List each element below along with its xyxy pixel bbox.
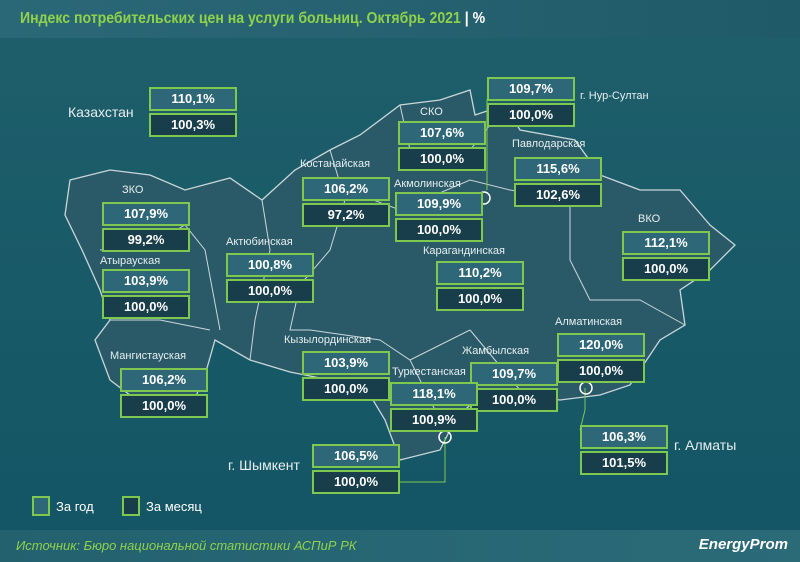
month-value-box: 101,5% <box>580 451 668 475</box>
header: Индекс потребительских цен на услуги бол… <box>0 0 800 38</box>
legend-month: За месяц <box>122 496 202 516</box>
year-value-box: 120,0% <box>557 333 645 357</box>
logo: EnergyProm <box>698 536 788 553</box>
region-label: Туркестанская <box>392 366 466 378</box>
region-label: СКО <box>420 106 443 118</box>
month-value-box: 100,9% <box>390 408 478 432</box>
region-label: Мангистауская <box>110 350 187 362</box>
source-text: Источник: Бюро национальной статистики А… <box>16 538 357 553</box>
legend-year-label: За год <box>56 498 94 514</box>
month-value-box: 100,0% <box>470 388 558 412</box>
month-value-box: 100,0% <box>622 257 710 281</box>
footer: Источник: Бюро национальной статистики А… <box>0 530 800 562</box>
year-value-box: 109,7% <box>470 362 558 386</box>
month-value-box: 100,0% <box>312 470 400 494</box>
region-label: г. Нур-Султан <box>580 90 649 102</box>
legend-year: За год <box>32 496 94 516</box>
year-value-box: 106,2% <box>302 177 390 201</box>
month-value-box: 100,0% <box>395 218 483 242</box>
month-value-box: 100,0% <box>487 103 575 127</box>
month-value-box: 100,3% <box>149 113 237 137</box>
region-label: Павлодарская <box>512 138 586 150</box>
region-label: ВКО <box>638 213 661 225</box>
month-value-box: 97,2% <box>302 203 390 227</box>
month-value-box: 100,0% <box>226 279 314 303</box>
region-label: Акмолинская <box>394 178 461 190</box>
region-label: ЗКО <box>122 184 144 196</box>
year-value-box: 118,1% <box>390 382 478 406</box>
region-label: Атырауская <box>100 255 161 267</box>
month-value-box: 102,6% <box>514 183 602 207</box>
year-value-box: 107,6% <box>398 121 486 145</box>
month-value-box: 100,0% <box>436 287 524 311</box>
region-label: Актюбинская <box>226 236 293 248</box>
title-text: Индекс потребительских цен на услуги бол… <box>20 10 461 27</box>
year-value-box: 103,9% <box>302 351 390 375</box>
region-label: Алматинская <box>555 316 623 328</box>
year-value-box: 110,1% <box>149 87 237 111</box>
month-value-box: 100,0% <box>120 394 208 418</box>
region-label: Казахстан <box>68 104 134 120</box>
legend-month-swatch <box>122 496 140 516</box>
region-label: Костанайская <box>300 158 371 170</box>
legend-month-label: За месяц <box>146 498 202 514</box>
month-value-box: 100,0% <box>557 359 645 383</box>
region-label: Кызылординская <box>284 334 372 346</box>
title: Индекс потребительских цен на услуги бол… <box>20 10 485 28</box>
region-label: г. Шымкент <box>228 457 300 473</box>
month-value-box: 99,2% <box>102 228 190 252</box>
month-value-box: 100,0% <box>102 295 190 319</box>
month-value-box: 100,0% <box>302 377 390 401</box>
month-value-box: 100,0% <box>398 147 486 171</box>
region-label: г. Алматы <box>674 437 737 453</box>
year-value-box: 115,6% <box>514 157 602 181</box>
legend-year-swatch <box>32 496 50 516</box>
region-label: Жамбылская <box>462 345 530 357</box>
year-value-box: 107,9% <box>102 202 190 226</box>
unit: | % <box>464 10 486 27</box>
year-value-box: 106,3% <box>580 425 668 449</box>
year-value-box: 112,1% <box>622 231 710 255</box>
year-value-box: 106,2% <box>120 368 208 392</box>
year-value-box: 110,2% <box>436 261 524 285</box>
year-value-box: 100,8% <box>226 253 314 277</box>
year-value-box: 109,9% <box>395 192 483 216</box>
region-label: Карагандинская <box>423 245 505 257</box>
year-value-box: 106,5% <box>312 444 400 468</box>
year-value-box: 109,7% <box>487 77 575 101</box>
year-value-box: 103,9% <box>102 269 190 293</box>
